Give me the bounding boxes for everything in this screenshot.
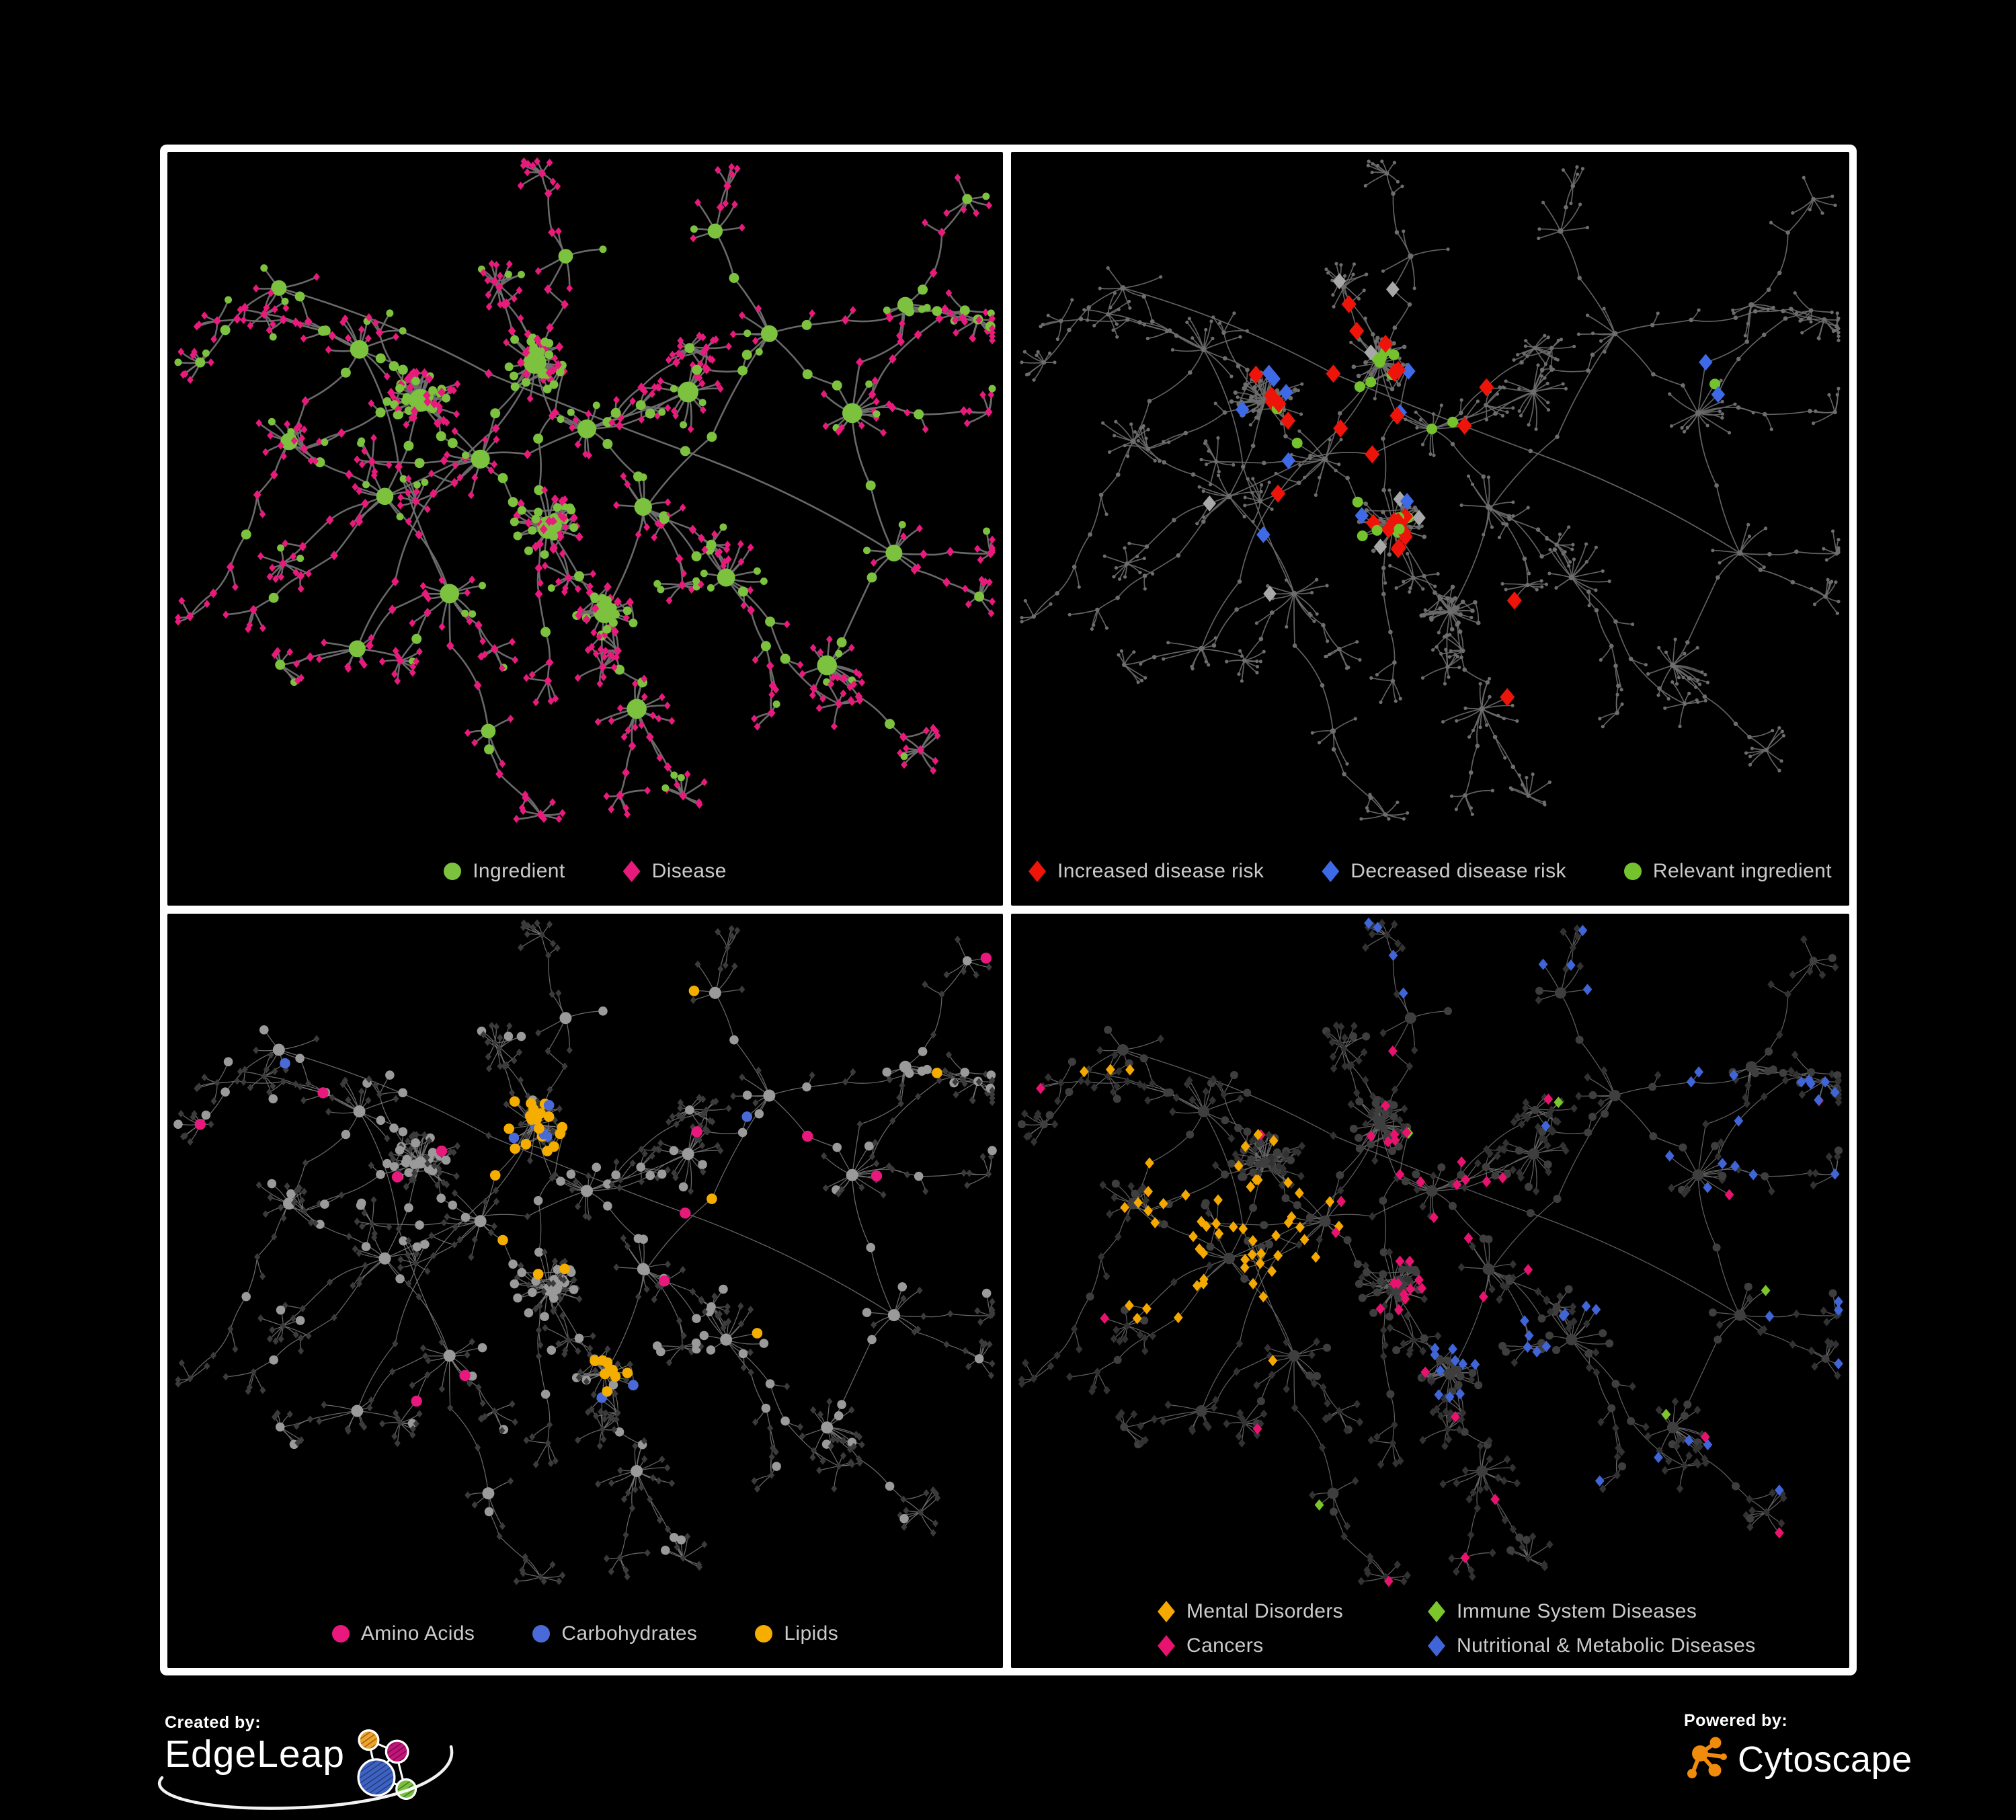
nutritional-metabolic-swatch-icon (1428, 1635, 1445, 1657)
network-graph-disease-risk (1020, 159, 1841, 821)
carbohydrates-swatch-icon (532, 1625, 551, 1643)
cancers-swatch-icon (1158, 1635, 1175, 1657)
legend-label: Lipids (784, 1622, 839, 1645)
network-graph-ingredient-disease (174, 157, 996, 823)
legend-label: Relevant ingredient (1652, 860, 1832, 882)
cytoscape-credit: Powered by: Cytoscape (1684, 1711, 1912, 1784)
legend-item-decreased-risk: Decreased disease risk (1322, 860, 1566, 883)
created-by-label: Created by: (165, 1713, 261, 1732)
cytoscape-logo (1687, 1737, 1727, 1778)
legend-label: Disease (651, 860, 727, 882)
legend-item-mental-disorders: Mental Disorders (1158, 1600, 1428, 1623)
legend-item-disease: Disease (622, 860, 727, 883)
immune-system-diseases-swatch-icon (1428, 1601, 1445, 1622)
relevant-ingredient-swatch-icon (1623, 863, 1642, 880)
edgeleap-wordmark: EdgeLeap (165, 1733, 345, 1776)
legend-item-ingredient: Ingredient (444, 860, 565, 883)
panel-disease-categories: Mental Disorders Immune System Diseases … (1011, 914, 1849, 1668)
legend-item-cancers: Cancers (1158, 1634, 1428, 1657)
amino-acids-swatch-icon (331, 1625, 350, 1643)
cytoscape-wordmark: Cytoscape (1738, 1739, 1912, 1780)
legend-item-increased-risk: Increased disease risk (1029, 860, 1264, 883)
disease-swatch-icon (622, 861, 641, 882)
network-graph-disease-categories (1018, 917, 1843, 1587)
legend-item-immune-system-diseases: Immune System Diseases (1428, 1600, 1756, 1623)
legend-label: Decreased disease risk (1350, 860, 1566, 882)
legend-nutrient-groups: Amino Acids Carbohydrates Lipids (167, 1622, 1003, 1645)
legend-disease-risk: Increased disease risk Decreased disease… (1011, 860, 1849, 883)
legend-item-nutritional-metabolic-diseases: Nutritional & Metabolic Diseases (1428, 1634, 1756, 1657)
legend-item-relevant-ingredient: Relevant ingredient (1623, 860, 1832, 883)
legend-item-amino-acids: Amino Acids (331, 1622, 475, 1645)
legend-label: Amino Acids (360, 1622, 475, 1645)
lipids-swatch-icon (755, 1625, 773, 1643)
legend-label: Cancers (1186, 1634, 1264, 1657)
panel-nutrient-groups: Amino Acids Carbohydrates Lipids (167, 914, 1003, 1668)
network-graph-nutrient-groups (173, 919, 997, 1585)
legend-disease-categories: Mental Disorders Immune System Diseases … (1158, 1600, 1756, 1657)
legend-label: Ingredient (473, 860, 565, 882)
powered-by-label: Powered by: (1684, 1711, 1788, 1730)
legend-ingredient-disease: Ingredient Disease (167, 860, 1003, 883)
figure-grid: Ingredient Disease Increased disease ris… (160, 145, 1857, 1675)
panel-disease-risk: Increased disease risk Decreased disease… (1011, 152, 1849, 906)
ingredient-swatch-icon (444, 863, 462, 880)
legend-item-lipids: Lipids (755, 1622, 838, 1645)
increased-risk-swatch-icon (1029, 861, 1046, 882)
legend-label: Immune System Diseases (1457, 1600, 1697, 1622)
edgeleap-logo (357, 1729, 417, 1801)
legend-label: Carbohydrates (561, 1622, 698, 1645)
legend-label: Increased disease risk (1057, 860, 1264, 882)
decreased-risk-swatch-icon (1322, 861, 1340, 882)
edgeleap-credit: Created by: EdgeLeap (157, 1713, 454, 1810)
mental-disorders-swatch-icon (1158, 1601, 1175, 1622)
legend-item-carbohydrates: Carbohydrates (532, 1622, 697, 1645)
legend-label: Mental Disorders (1186, 1600, 1344, 1622)
legend-label: Nutritional & Metabolic Diseases (1457, 1634, 1756, 1657)
panel-ingredient-disease: Ingredient Disease (167, 152, 1003, 906)
